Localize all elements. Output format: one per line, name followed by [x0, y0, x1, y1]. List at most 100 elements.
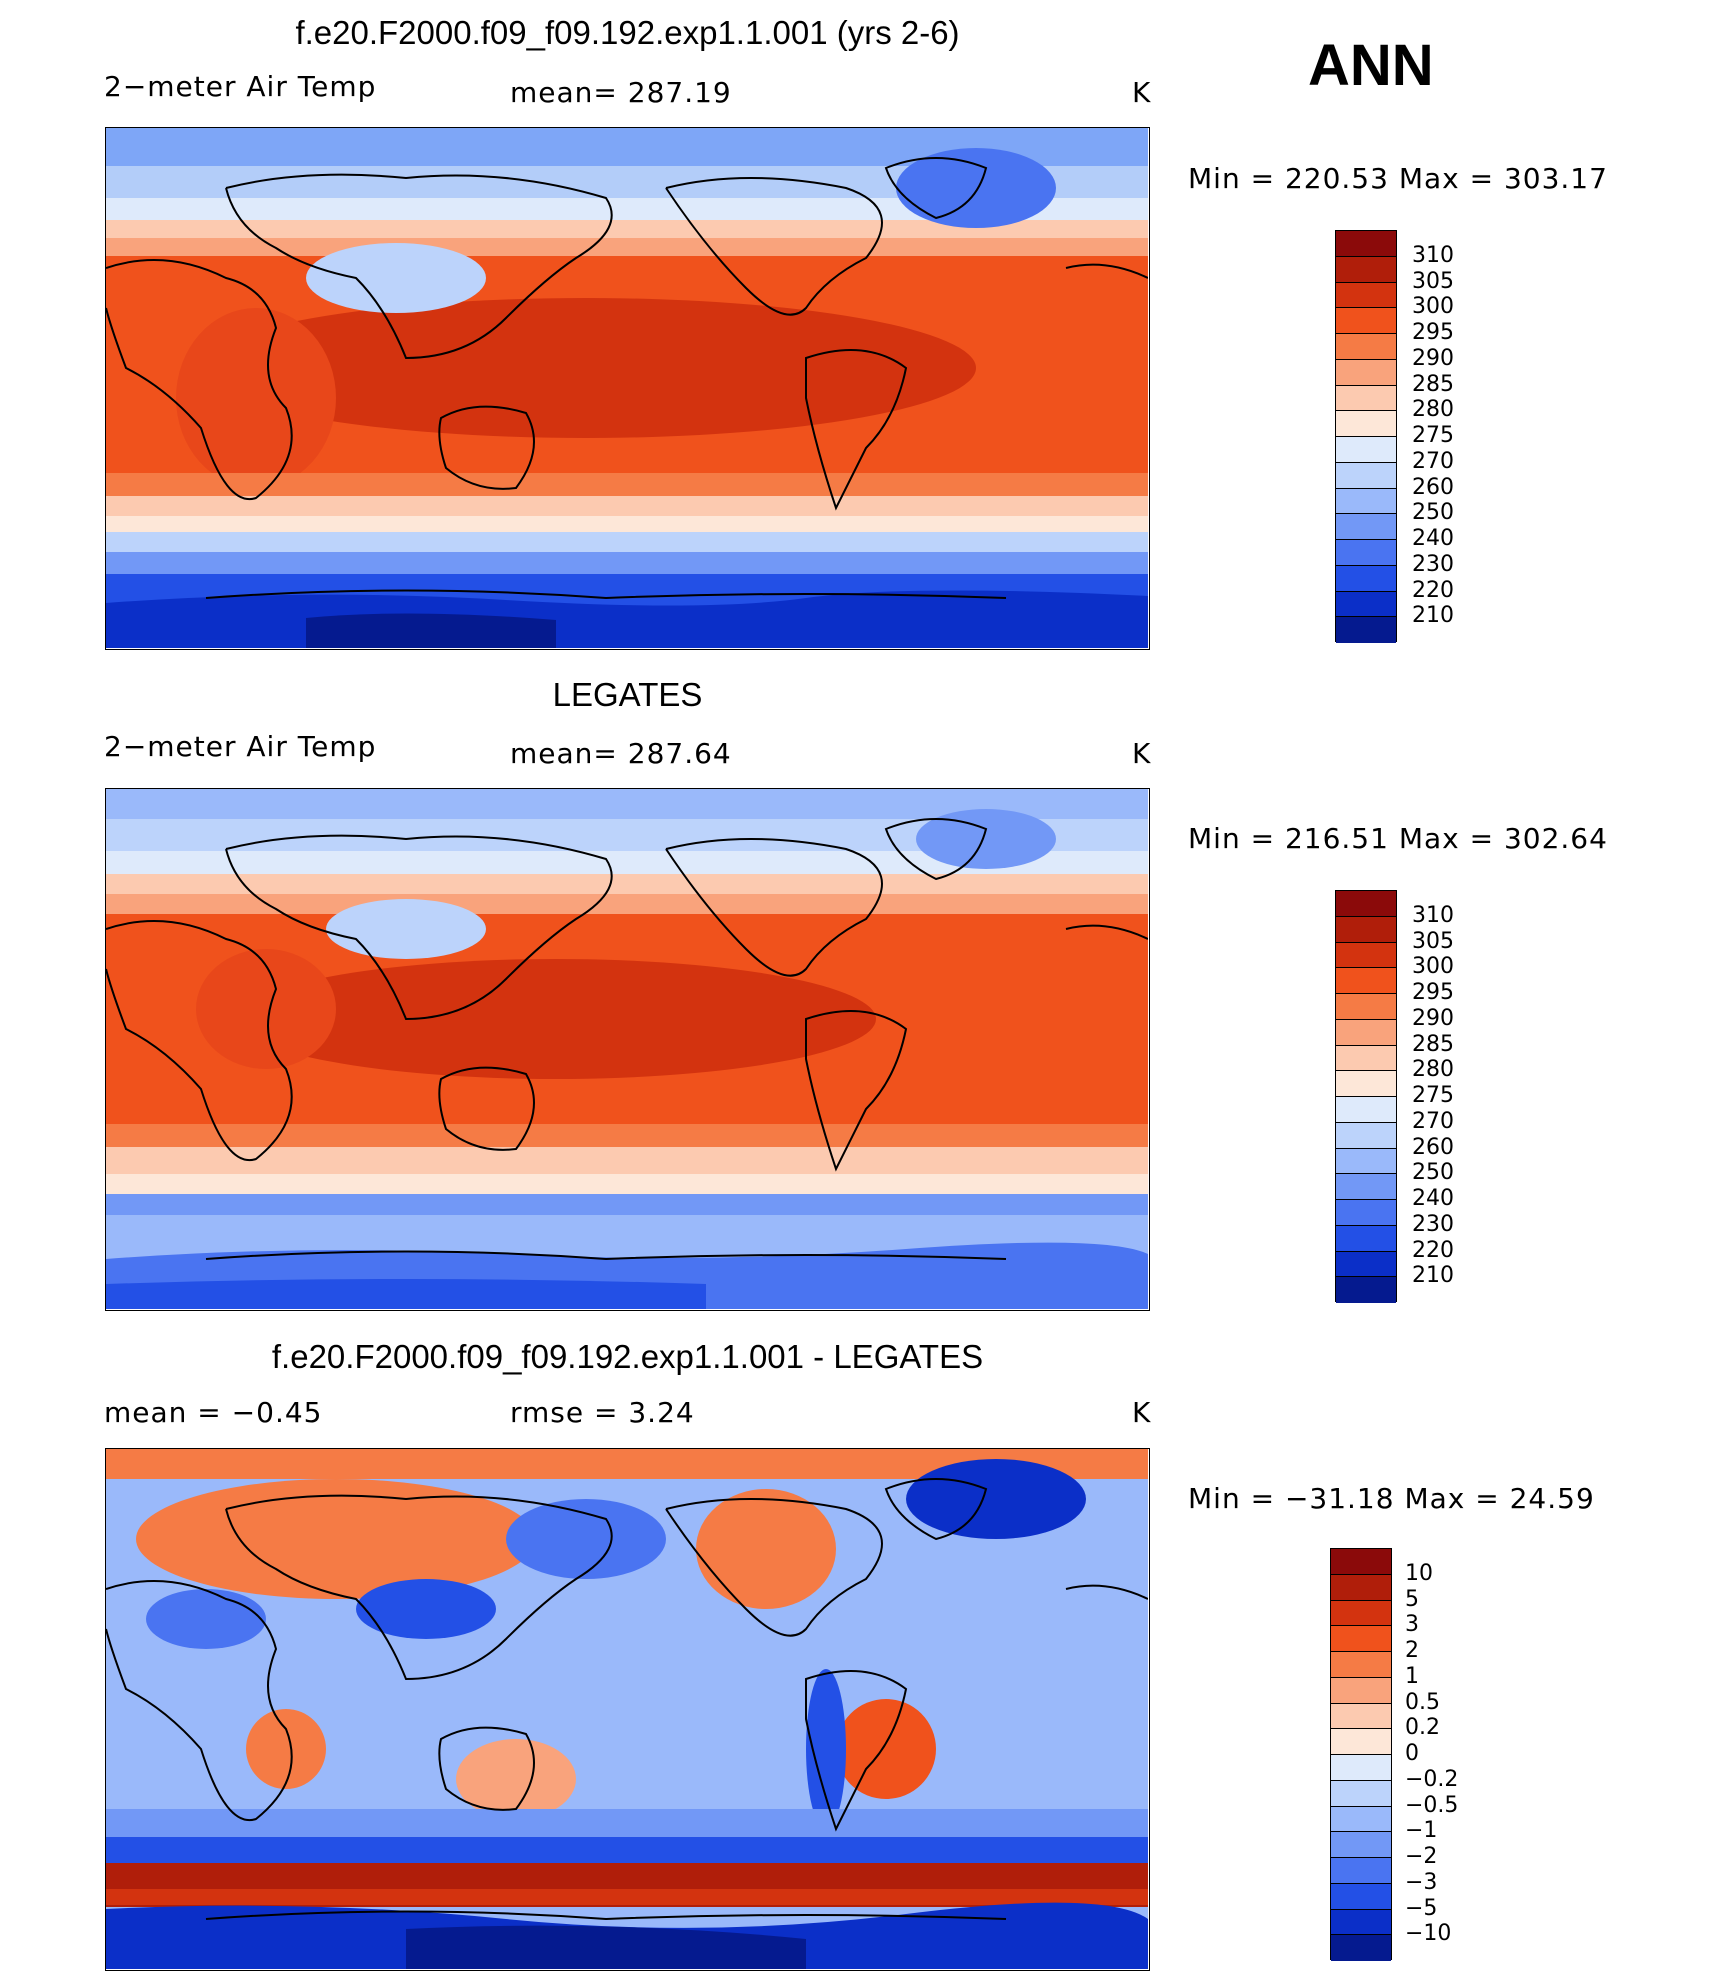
- colorbar-tick-label: 210: [1412, 603, 1454, 629]
- colorbar-swatch: [1336, 385, 1396, 412]
- colorbar-swatch: [1331, 1755, 1391, 1781]
- colorbar-tick-label: −0.5: [1405, 1792, 1459, 1818]
- colorbar-tick-label: 220: [1412, 577, 1454, 603]
- panel-3-title: f.e20.F2000.f09_f09.192.exp1.1.001 - LEG…: [271, 1338, 984, 1375]
- colorbar-tick-label: 280: [1412, 1057, 1454, 1083]
- colorbar-swatch: [1336, 1045, 1396, 1072]
- colorbar-swatch: [1336, 1251, 1396, 1278]
- colorbar-swatch: [1336, 488, 1396, 515]
- colorbar-swatch: [1336, 968, 1396, 994]
- colorbar-tick-label: 240: [1412, 1186, 1454, 1211]
- colorbar-tick-label: 240: [1412, 526, 1454, 551]
- colorbar-tick-label: 285: [1412, 1031, 1454, 1057]
- colorbar-tick-label: 0: [1405, 1741, 1419, 1766]
- panel-2-map-field: [106, 789, 1148, 1309]
- colorbar-tick-label: −0.2: [1405, 1766, 1459, 1792]
- colorbar-swatch: [1336, 565, 1396, 592]
- colorbar-swatch: [1336, 282, 1396, 309]
- colorbar-tick-label: 275: [1412, 423, 1454, 448]
- colorbar-swatch: [1336, 1071, 1396, 1097]
- colorbar-tick-label: 2: [1405, 1638, 1419, 1663]
- colorbar-swatch: [1336, 591, 1396, 618]
- colorbar-tick-label: 305: [1412, 268, 1454, 294]
- colorbar-swatch: [1336, 231, 1396, 257]
- colorbar-tick-label: −1: [1405, 1818, 1438, 1844]
- panel-3-colorbar: [1330, 1548, 1392, 1961]
- colorbar-swatch: [1336, 514, 1396, 540]
- panel-2-colorbar: [1335, 890, 1397, 1303]
- colorbar-swatch: [1336, 334, 1396, 360]
- colorbar-swatch: [1331, 1729, 1391, 1755]
- colorbar-tick-label: −5: [1405, 1895, 1438, 1921]
- colorbar-swatch: [1331, 1806, 1391, 1833]
- panel-3-mean-label: mean = −0.45: [104, 1396, 323, 1429]
- colorbar-swatch: [1331, 1574, 1391, 1601]
- colorbar-swatch: [1336, 411, 1396, 437]
- colorbar-tick-label: 230: [1412, 1211, 1454, 1237]
- colorbar-swatch: [1336, 942, 1396, 969]
- colorbar-swatch: [1336, 540, 1396, 566]
- colorbar-swatch: [1336, 1122, 1396, 1149]
- colorbar-tick-label: −3: [1405, 1869, 1438, 1895]
- panel-1-units-label: K: [1132, 76, 1152, 109]
- panel-3-units-label: K: [1132, 1396, 1152, 1429]
- colorbar-tick-label: 0.5: [1405, 1689, 1440, 1715]
- colorbar-swatch: [1336, 1174, 1396, 1200]
- colorbar-swatch: [1336, 1019, 1396, 1046]
- colorbar-swatch: [1336, 916, 1396, 943]
- panel-1-title: f.e20.F2000.f09_f09.192.exp1.1.001 (yrs …: [295, 14, 960, 51]
- colorbar-tick-label: 10: [1405, 1560, 1433, 1586]
- panel-2-units-label: K: [1132, 737, 1152, 770]
- colorbar-tick-label: 305: [1412, 928, 1454, 954]
- colorbar-swatch: [1336, 1277, 1396, 1303]
- colorbar-swatch: [1336, 1148, 1396, 1175]
- colorbar-tick-label: 210: [1412, 1263, 1454, 1289]
- colorbar-tick-label: 285: [1412, 371, 1454, 397]
- colorbar-swatch: [1336, 437, 1396, 463]
- panel-1-mean-label: mean= 287.19: [510, 76, 732, 109]
- colorbar-swatch: [1336, 308, 1396, 334]
- colorbar-swatch: [1331, 1549, 1391, 1575]
- colorbar-tick-label: 250: [1412, 500, 1454, 526]
- colorbar-tick-label: 220: [1412, 1237, 1454, 1263]
- panel-2-map: [105, 788, 1150, 1311]
- colorbar-tick-label: 275: [1412, 1083, 1454, 1108]
- colorbar-swatch: [1336, 1097, 1396, 1123]
- panel-2-mean-label: mean= 287.64: [510, 737, 732, 770]
- colorbar-tick-label: 290: [1412, 345, 1454, 371]
- colorbar-tick-label: 295: [1412, 320, 1454, 345]
- panel-3-map-field: [106, 1449, 1148, 1969]
- colorbar-swatch: [1336, 462, 1396, 489]
- panel-3-minmax: Min = −31.18 Max = 24.59: [1188, 1482, 1595, 1515]
- panel-2-minmax: Min = 216.51 Max = 302.64: [1188, 822, 1608, 855]
- panel-2-colorbar-labels: 310 305 300 295 290 285 280 275 270 260 250 240 230 2…: [1412, 890, 1492, 1302]
- season-label: ANN: [1308, 33, 1434, 98]
- colorbar-swatch: [1336, 617, 1396, 643]
- colorbar-swatch: [1336, 891, 1396, 917]
- colorbar-tick-label: 270: [1412, 1108, 1454, 1134]
- colorbar-tick-label: −2: [1405, 1844, 1438, 1869]
- colorbar-tick-label: 0.2: [1405, 1715, 1440, 1741]
- panel-1-minmax: Min = 220.53 Max = 303.17: [1188, 162, 1608, 195]
- colorbar-swatch: [1336, 1200, 1396, 1226]
- colorbar-tick-label: 295: [1412, 980, 1454, 1005]
- panel-3-rmse-label: rmse = 3.24: [510, 1396, 695, 1429]
- panel-2-title: LEGATES: [552, 676, 703, 713]
- colorbar-swatch: [1331, 1832, 1391, 1858]
- colorbar-swatch: [1331, 1935, 1391, 1961]
- panel-1-colorbar: [1335, 230, 1397, 643]
- colorbar-swatch: [1331, 1677, 1391, 1704]
- colorbar-tick-label: 1: [1405, 1663, 1419, 1689]
- colorbar-swatch: [1336, 994, 1396, 1020]
- colorbar-tick-label: 310: [1412, 902, 1454, 928]
- colorbar-tick-label: 260: [1412, 1134, 1454, 1160]
- colorbar-tick-label: 260: [1412, 474, 1454, 500]
- panel-1-colorbar-labels: 310 305 300 295 290 285 280 275 270 260 250 240 230 2…: [1412, 230, 1492, 642]
- colorbar-swatch: [1331, 1703, 1391, 1730]
- colorbar-tick-label: 290: [1412, 1005, 1454, 1031]
- panel-1-variable-label: 2−meter Air Temp: [104, 70, 377, 103]
- colorbar-tick-label: −10: [1405, 1921, 1452, 1947]
- colorbar-tick-label: 250: [1412, 1160, 1454, 1186]
- colorbar-swatch: [1331, 1600, 1391, 1627]
- colorbar-tick-label: 300: [1412, 954, 1454, 980]
